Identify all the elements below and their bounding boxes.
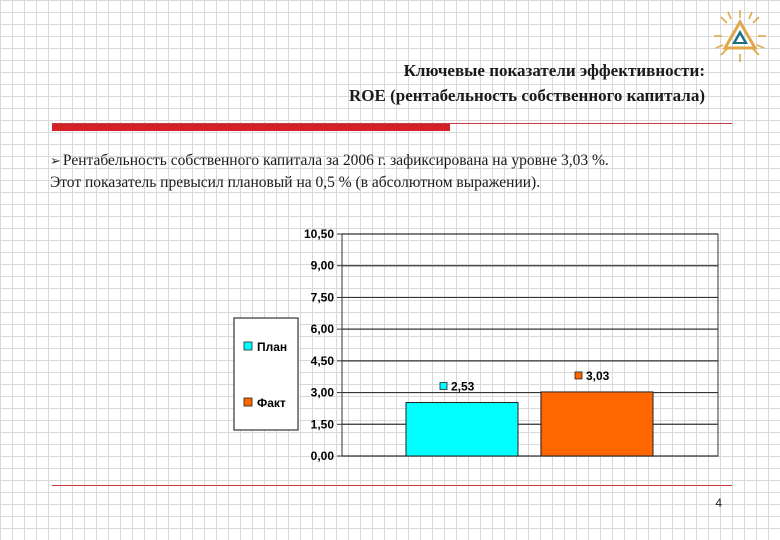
title-line-2: ROE (рентабельность собственного капитал…: [349, 86, 705, 105]
header-divider: [52, 123, 732, 124]
bars: [405, 391, 654, 457]
body-text: ➢ Рентабельность собственного капитала за…: [50, 150, 750, 194]
arrow-bullet-icon: ➢: [50, 153, 61, 168]
data-labels: 2,53 3,03: [439, 369, 610, 394]
footer-divider: [52, 485, 732, 486]
legend-swatch: [243, 397, 253, 407]
page-number: 4: [715, 496, 722, 510]
bar-plan: [405, 402, 519, 457]
y-tick-label: 9,00: [311, 259, 335, 273]
body-line-1-text: Рентабельность собственного капитала за …: [62, 152, 609, 169]
data-label-swatch: [574, 371, 583, 380]
y-tick-label: 10,50: [304, 227, 334, 241]
title-line-1: Ключевые показатели эффективности:: [403, 61, 705, 80]
legend: План Факт: [233, 317, 299, 431]
data-label: 2,53: [451, 380, 475, 394]
legend-entry: Факт: [257, 396, 286, 410]
plot-frame: [341, 233, 719, 457]
y-tick-label: 3,00: [311, 386, 335, 400]
legend-box: [233, 317, 299, 431]
company-logo: [712, 8, 768, 64]
grid-lines: [337, 233, 719, 457]
y-tick-labels: 0,00 1,50 3,00 4,50 6,00 7,50 9,00 10,50: [304, 227, 334, 463]
roe-chart: 0,00 1,50 3,00 4,50 6,00 7,50 9,00 10,50 2,53 3,…: [230, 218, 730, 473]
data-label: 3,03: [586, 369, 610, 383]
y-tick-label: 6,00: [311, 322, 335, 336]
bar-fact: [540, 391, 654, 457]
y-tick-label: 1,50: [311, 417, 335, 431]
slide-title: Ключевые показатели эффективности: ROE (…: [200, 58, 705, 108]
body-line-2: Этот показатель превысил плановый на 0,5…: [50, 174, 541, 191]
y-tick-label: 0,00: [311, 449, 335, 463]
y-tick-label: 4,50: [311, 354, 335, 368]
legend-swatch: [243, 341, 253, 351]
legend-entry: План: [257, 340, 287, 354]
y-tick-label: 7,50: [311, 290, 335, 304]
triangle-emblem-icon: [714, 10, 766, 62]
body-line-1: ➢ Рентабельность собственного капитала за…: [50, 150, 750, 172]
data-label-swatch: [439, 382, 448, 390]
accent-bar: [52, 124, 450, 131]
bar-chart: 0,00 1,50 3,00 4,50 6,00 7,50 9,00 10,50 2,53 3,…: [233, 227, 719, 463]
